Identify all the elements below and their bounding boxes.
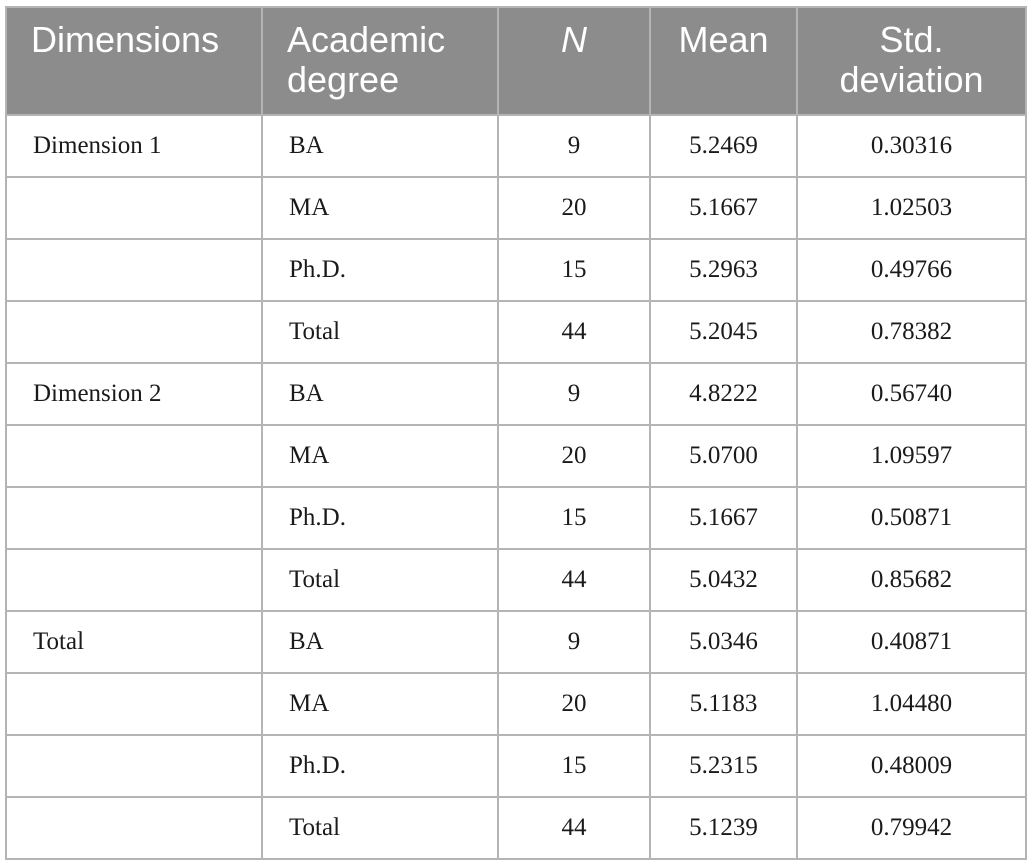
cell-dimension [5,672,263,736]
cell-dimension [5,548,263,612]
table-row: MA 20 5.0700 1.09597 [5,424,1027,488]
cell-academic-degree: MA [261,424,499,488]
table-row: Dimension 2 BA 9 4.8222 0.56740 [5,362,1027,426]
cell-mean: 5.1183 [649,672,798,736]
cell-std-deviation: 1.02503 [796,176,1027,240]
cell-mean: 5.2315 [649,734,798,798]
cell-academic-degree: BA [261,362,499,426]
table-row: MA 20 5.1183 1.04480 [5,672,1027,736]
cell-mean: 5.0346 [649,610,798,674]
header-dimensions: Dimensions [5,6,263,116]
table-row: MA 20 5.1667 1.02503 [5,176,1027,240]
cell-academic-degree: MA [261,176,499,240]
table-row: Ph.D. 15 5.2315 0.48009 [5,734,1027,798]
header-mean: Mean [649,6,798,116]
cell-dimension: Dimension 2 [5,362,263,426]
cell-n: 9 [497,362,651,426]
cell-academic-degree: Total [261,548,499,612]
cell-dimension [5,176,263,240]
cell-mean: 5.2963 [649,238,798,302]
cell-std-deviation: 0.48009 [796,734,1027,798]
cell-academic-degree: BA [261,114,499,178]
table-row: Total BA 9 5.0346 0.40871 [5,610,1027,674]
cell-std-deviation: 0.30316 [796,114,1027,178]
cell-std-deviation: 0.56740 [796,362,1027,426]
cell-academic-degree: BA [261,610,499,674]
cell-std-deviation: 0.79942 [796,796,1027,860]
cell-mean: 5.1667 [649,486,798,550]
cell-n: 20 [497,176,651,240]
table-row: Ph.D. 15 5.2963 0.49766 [5,238,1027,302]
cell-academic-degree: Total [261,300,499,364]
cell-mean: 5.2045 [649,300,798,364]
cell-mean: 5.0432 [649,548,798,612]
cell-mean: 5.2469 [649,114,798,178]
cell-std-deviation: 0.40871 [796,610,1027,674]
cell-std-deviation: 1.09597 [796,424,1027,488]
table-header: Dimensions Academic degree N Mean Std. d… [5,6,1027,116]
header-row: Dimensions Academic degree N Mean Std. d… [5,6,1027,116]
cell-dimension [5,238,263,302]
cell-n: 9 [497,610,651,674]
cell-std-deviation: 0.78382 [796,300,1027,364]
cell-n: 15 [497,238,651,302]
descriptive-statistics-table: Dimensions Academic degree N Mean Std. d… [5,6,1027,860]
cell-std-deviation: 0.85682 [796,548,1027,612]
table-row: Dimension 1 BA 9 5.2469 0.30316 [5,114,1027,178]
cell-academic-degree: Ph.D. [261,734,499,798]
table-row: Total 44 5.2045 0.78382 [5,300,1027,364]
cell-dimension [5,486,263,550]
cell-std-deviation: 0.49766 [796,238,1027,302]
cell-dimension: Dimension 1 [5,114,263,178]
table-body: Dimension 1 BA 9 5.2469 0.30316 MA 20 5.1667 1.0… [5,114,1027,860]
header-std-deviation: Std. deviation [796,6,1027,116]
cell-std-deviation: 0.50871 [796,486,1027,550]
statistics-table-container: Dimensions Academic degree N Mean Std. d… [5,6,1027,860]
cell-n: 20 [497,672,651,736]
cell-n: 15 [497,734,651,798]
cell-n: 9 [497,114,651,178]
cell-dimension [5,424,263,488]
cell-dimension [5,734,263,798]
cell-academic-degree: Ph.D. [261,238,499,302]
header-academic-degree: Academic degree [261,6,499,116]
cell-mean: 5.1239 [649,796,798,860]
cell-dimension [5,300,263,364]
table-row: Total 44 5.1239 0.79942 [5,796,1027,860]
cell-std-deviation: 1.04480 [796,672,1027,736]
cell-academic-degree: Ph.D. [261,486,499,550]
cell-academic-degree: Total [261,796,499,860]
cell-n: 20 [497,424,651,488]
header-n: N [497,6,651,116]
cell-n: 44 [497,300,651,364]
table-row: Ph.D. 15 5.1667 0.50871 [5,486,1027,550]
cell-mean: 4.8222 [649,362,798,426]
cell-dimension: Total [5,610,263,674]
cell-n: 44 [497,548,651,612]
cell-n: 44 [497,796,651,860]
cell-n: 15 [497,486,651,550]
cell-dimension [5,796,263,860]
cell-mean: 5.1667 [649,176,798,240]
cell-mean: 5.0700 [649,424,798,488]
cell-academic-degree: MA [261,672,499,736]
table-row: Total 44 5.0432 0.85682 [5,548,1027,612]
